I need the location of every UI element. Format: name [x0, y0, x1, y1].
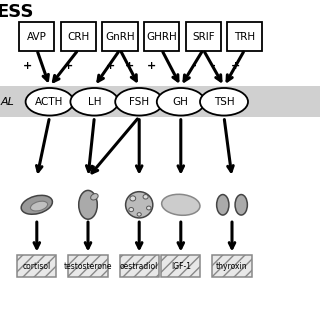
Text: +: +	[231, 60, 240, 71]
Ellipse shape	[200, 88, 248, 116]
FancyBboxPatch shape	[61, 22, 96, 51]
Text: oestradiol: oestradiol	[120, 262, 158, 271]
Ellipse shape	[162, 194, 200, 215]
Ellipse shape	[157, 88, 205, 116]
Text: TRH: TRH	[234, 32, 255, 42]
Ellipse shape	[137, 212, 141, 216]
Ellipse shape	[143, 195, 148, 199]
Ellipse shape	[217, 195, 229, 215]
Text: +: +	[64, 60, 73, 71]
Text: ESS: ESS	[0, 3, 34, 21]
FancyBboxPatch shape	[144, 22, 179, 51]
Ellipse shape	[21, 195, 52, 214]
Text: +: +	[23, 60, 32, 71]
Ellipse shape	[91, 194, 98, 200]
FancyBboxPatch shape	[161, 255, 200, 277]
Bar	[0, 86, 320, 117]
Text: AVP: AVP	[27, 32, 47, 42]
Text: +: +	[148, 60, 156, 71]
Text: GnRH: GnRH	[105, 32, 135, 42]
FancyBboxPatch shape	[212, 255, 252, 277]
Ellipse shape	[147, 206, 151, 210]
Text: +: +	[106, 60, 115, 71]
Ellipse shape	[79, 190, 97, 219]
Text: LH: LH	[88, 97, 101, 107]
Ellipse shape	[26, 88, 74, 116]
Text: -: -	[191, 60, 196, 71]
Text: cortisol: cortisol	[23, 262, 51, 271]
Text: FSH: FSH	[129, 97, 149, 107]
Text: TSH: TSH	[214, 97, 234, 107]
Text: testosterone: testosterone	[64, 262, 112, 271]
Text: thyroxin: thyroxin	[216, 262, 248, 271]
Text: +: +	[125, 60, 134, 71]
Text: CRH: CRH	[67, 32, 90, 42]
Ellipse shape	[235, 195, 247, 215]
FancyBboxPatch shape	[186, 22, 221, 51]
FancyBboxPatch shape	[68, 255, 108, 277]
Text: SRIF: SRIF	[192, 32, 214, 42]
Text: GH: GH	[173, 97, 189, 107]
Ellipse shape	[70, 88, 118, 116]
Text: AL: AL	[1, 97, 15, 107]
Ellipse shape	[130, 196, 136, 201]
Ellipse shape	[129, 208, 134, 212]
Text: IGF-1: IGF-1	[171, 262, 191, 271]
Text: ACTH: ACTH	[36, 97, 64, 107]
FancyBboxPatch shape	[227, 22, 262, 51]
FancyBboxPatch shape	[120, 255, 159, 277]
Ellipse shape	[125, 192, 153, 218]
Text: -: -	[211, 60, 215, 71]
FancyBboxPatch shape	[19, 22, 54, 51]
FancyBboxPatch shape	[102, 22, 138, 51]
Ellipse shape	[115, 88, 163, 116]
Text: GHRH: GHRH	[146, 32, 177, 42]
FancyBboxPatch shape	[17, 255, 56, 277]
Ellipse shape	[30, 201, 48, 211]
